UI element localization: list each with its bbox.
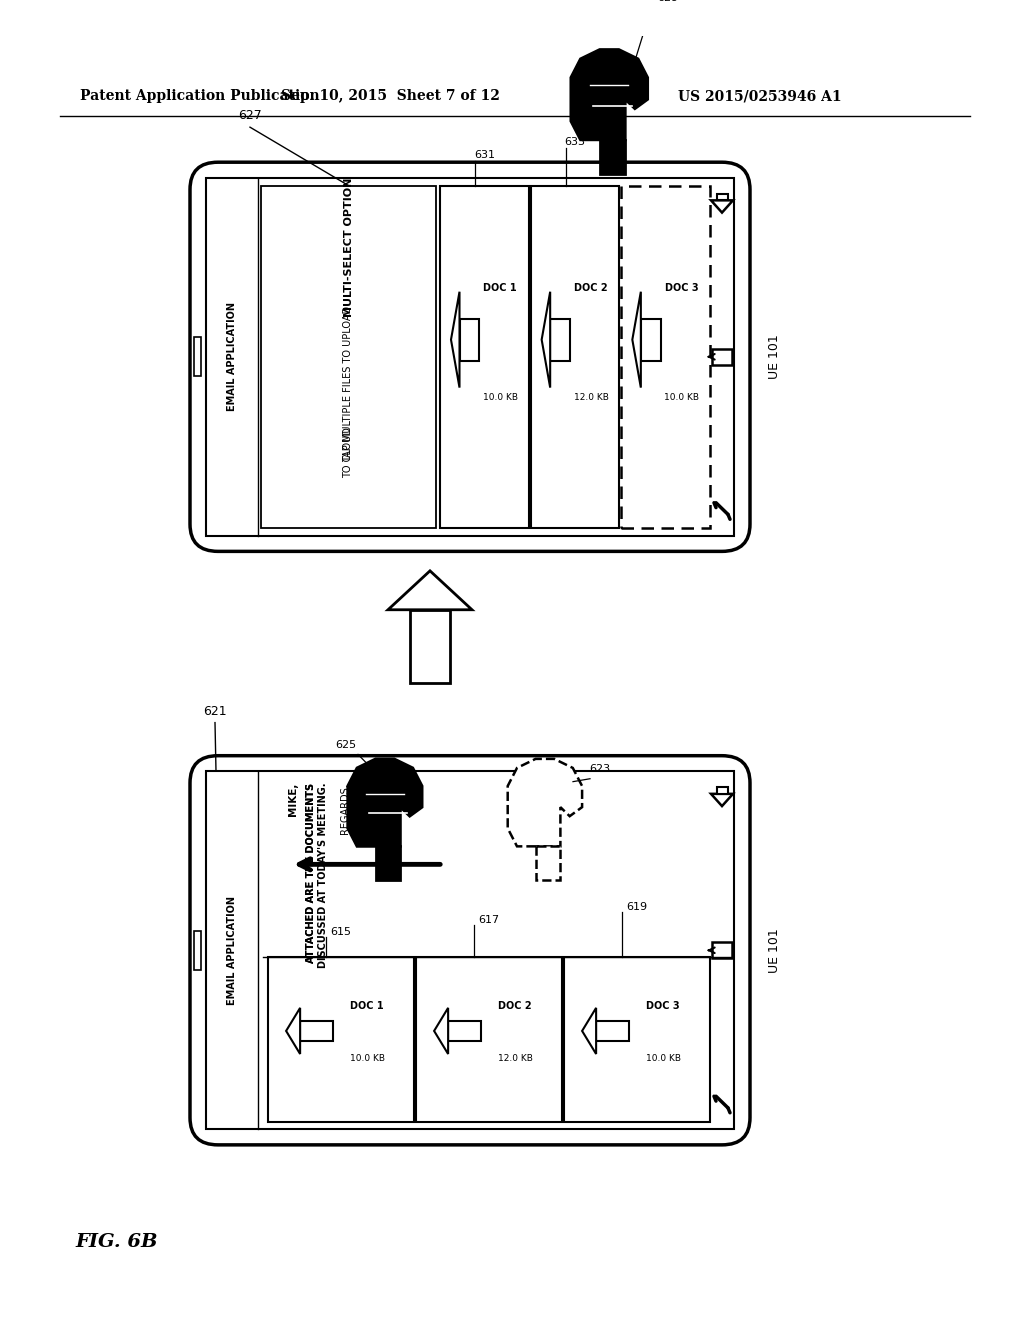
- Text: REGARDS,: REGARDS,: [340, 783, 350, 834]
- Bar: [564, 957, 710, 1122]
- Text: DOC 1: DOC 1: [350, 1002, 384, 1011]
- Text: EMAIL APPLICATION: EMAIL APPLICATION: [227, 896, 237, 1005]
- Polygon shape: [570, 50, 647, 140]
- Bar: [416, 957, 562, 1122]
- Text: TAP MULTIPLE FILES TO UPLOAD: TAP MULTIPLE FILES TO UPLOAD: [343, 306, 353, 462]
- Text: 10.0 KB: 10.0 KB: [350, 1055, 385, 1064]
- Text: 10.0 KB: 10.0 KB: [482, 393, 518, 403]
- Bar: [460, 318, 479, 360]
- Text: UE 101: UE 101: [768, 928, 781, 973]
- Bar: [717, 194, 727, 201]
- Bar: [194, 931, 201, 970]
- Text: 12.0 KB: 12.0 KB: [498, 1055, 532, 1064]
- Text: UE 101: UE 101: [768, 334, 781, 379]
- Text: DOC 2: DOC 2: [499, 1002, 532, 1011]
- Text: MIKE,: MIKE,: [288, 783, 298, 816]
- Bar: [410, 610, 450, 682]
- Polygon shape: [711, 793, 733, 807]
- Bar: [622, 186, 710, 528]
- FancyBboxPatch shape: [190, 162, 750, 552]
- Polygon shape: [508, 759, 582, 846]
- Bar: [596, 1020, 629, 1041]
- Bar: [440, 186, 528, 528]
- Polygon shape: [286, 1008, 300, 1053]
- Bar: [261, 186, 436, 528]
- Bar: [449, 1020, 481, 1041]
- Text: 617: 617: [478, 915, 500, 925]
- Bar: [206, 771, 734, 1130]
- Text: 10.0 KB: 10.0 KB: [665, 393, 699, 403]
- Bar: [712, 348, 732, 364]
- Polygon shape: [633, 292, 641, 388]
- Text: 623: 623: [590, 764, 610, 774]
- Polygon shape: [711, 201, 733, 213]
- Text: ATTACHED ARE THE DOCUMENTS: ATTACHED ARE THE DOCUMENTS: [306, 783, 316, 964]
- Bar: [268, 957, 414, 1122]
- Bar: [206, 178, 734, 536]
- Polygon shape: [376, 846, 400, 879]
- Polygon shape: [600, 140, 626, 174]
- Text: DOC 2: DOC 2: [574, 284, 608, 293]
- Text: TO CLOUD: TO CLOUD: [343, 428, 353, 478]
- Polygon shape: [451, 292, 460, 388]
- FancyBboxPatch shape: [190, 755, 750, 1144]
- Text: 621: 621: [203, 705, 226, 718]
- Bar: [641, 318, 660, 360]
- Text: TOM: TOM: [350, 783, 360, 805]
- Bar: [550, 318, 570, 360]
- Text: 631: 631: [474, 150, 495, 160]
- Text: Patent Application Publication: Patent Application Publication: [80, 88, 319, 103]
- Text: DOC 3: DOC 3: [646, 1002, 680, 1011]
- Bar: [194, 338, 201, 376]
- Text: DOC 1: DOC 1: [483, 284, 517, 293]
- Text: 627: 627: [239, 110, 262, 123]
- Text: 10.0 KB: 10.0 KB: [646, 1055, 681, 1064]
- Polygon shape: [434, 1008, 449, 1053]
- Polygon shape: [536, 846, 560, 879]
- Polygon shape: [582, 1008, 596, 1053]
- Polygon shape: [348, 759, 422, 846]
- Text: Sep. 10, 2015  Sheet 7 of 12: Sep. 10, 2015 Sheet 7 of 12: [281, 88, 500, 103]
- Text: 619: 619: [627, 902, 647, 912]
- Text: US 2015/0253946 A1: US 2015/0253946 A1: [678, 88, 842, 103]
- Text: 12.0 KB: 12.0 KB: [573, 393, 608, 403]
- Text: FIG. 6B: FIG. 6B: [75, 1233, 158, 1251]
- Bar: [300, 1020, 333, 1041]
- Bar: [712, 942, 732, 958]
- Bar: [530, 186, 620, 528]
- Text: EMAIL APPLICATION: EMAIL APPLICATION: [227, 302, 237, 412]
- Text: 615: 615: [331, 928, 351, 937]
- Text: DISCUSSED AT TODAY'S MEETING.: DISCUSSED AT TODAY'S MEETING.: [318, 783, 328, 969]
- Text: DOC 3: DOC 3: [665, 284, 698, 293]
- Text: 629: 629: [656, 0, 678, 3]
- Polygon shape: [542, 292, 550, 388]
- Text: 625: 625: [336, 739, 356, 750]
- Text: 633: 633: [564, 137, 586, 147]
- Polygon shape: [388, 570, 472, 610]
- Bar: [717, 787, 727, 793]
- Text: MULTI-SELECT OPTION: MULTI-SELECT OPTION: [343, 177, 353, 317]
- Text: ATTACHED ARE THE DOCUMENTS: ATTACHED ARE THE DOCUMENTS: [306, 783, 316, 964]
